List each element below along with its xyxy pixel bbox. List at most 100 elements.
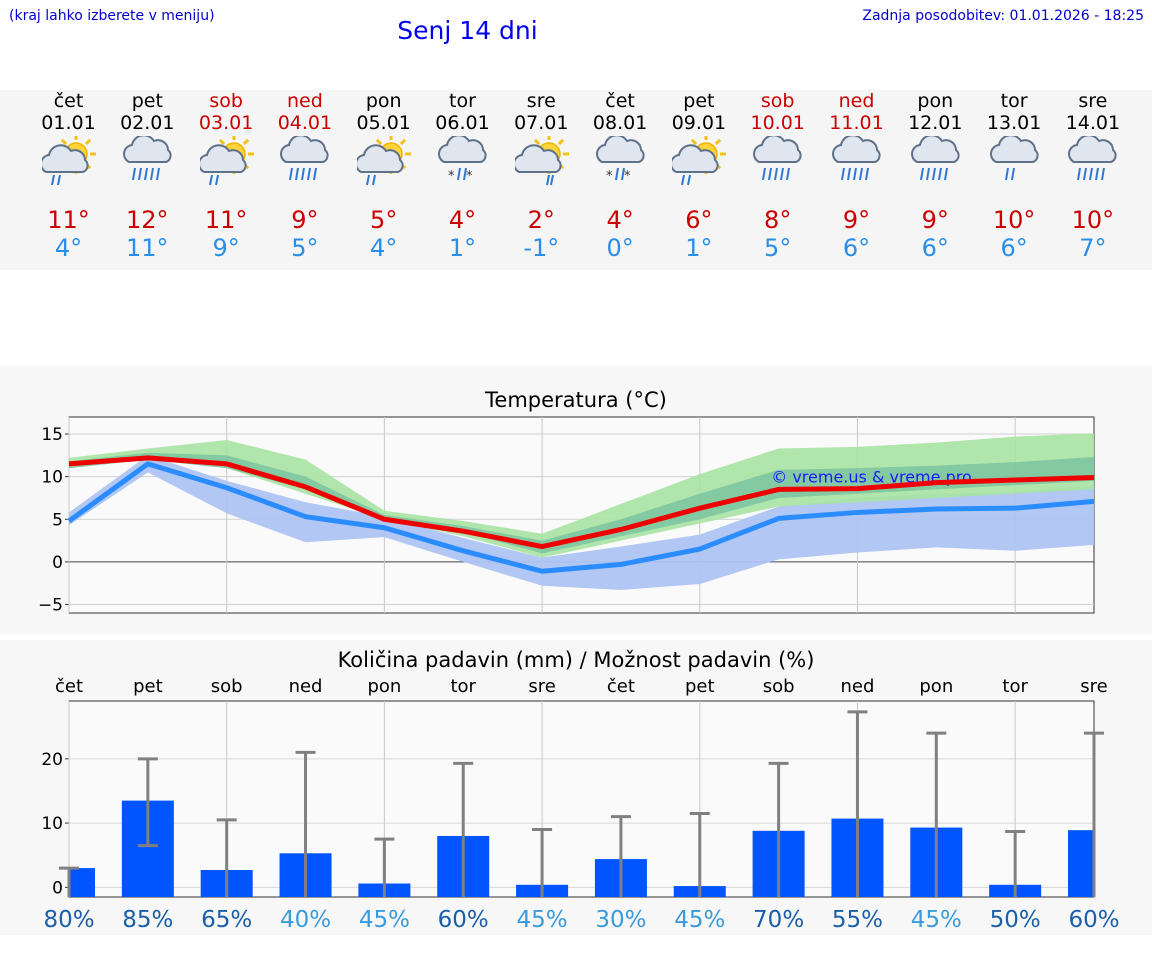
x-tick-label: ned xyxy=(841,676,875,697)
cloud-heavy-rain-icon xyxy=(738,134,817,212)
cloud-heavy-rain-icon xyxy=(817,134,896,212)
min-temp: 11° xyxy=(126,234,169,262)
precip-chance-label: 80% xyxy=(43,907,94,933)
min-temp: -1° xyxy=(523,234,560,262)
precip-chance-label: 45% xyxy=(517,907,568,933)
x-tick-label: pet xyxy=(133,676,163,697)
x-tick-label: čet xyxy=(55,676,83,697)
min-temp: 1° xyxy=(448,234,477,262)
x-tick-label: tor xyxy=(1002,676,1028,697)
max-temp: 9° xyxy=(842,206,871,234)
day-date: 13.01 xyxy=(986,112,1042,134)
day-column: ned 11.01 9° 6° xyxy=(817,90,896,262)
day-column: čet 01.01 11° 4° xyxy=(29,90,108,262)
day-column: sre 14.01 10° 7° xyxy=(1053,90,1132,262)
precip-chance-label: 40% xyxy=(280,907,331,933)
location-hint: (kraj lahko izberete v meniju) xyxy=(9,8,215,24)
last-updated: Zadnja posodobitev: 01.01.2026 - 18:25 xyxy=(862,8,1144,24)
day-name: sre xyxy=(1078,90,1108,112)
day-column: čet 08.01 * * 4° 0° xyxy=(581,90,660,262)
sun-cloud-rain-icon xyxy=(344,134,423,212)
max-temp: 11° xyxy=(47,206,90,234)
max-temp: 10° xyxy=(1071,206,1115,234)
y-tick-label: 0 xyxy=(52,878,63,898)
min-temp: 6° xyxy=(842,234,871,262)
precip-chance-label: 60% xyxy=(438,907,489,933)
day-date: 10.01 xyxy=(750,112,805,134)
y-tick-label: 5 xyxy=(52,510,63,530)
day-name: sob xyxy=(760,90,795,112)
precip-range-whisker xyxy=(926,731,947,897)
x-tick-label: sre xyxy=(528,676,555,697)
min-temp: 7° xyxy=(1079,234,1107,262)
forecast-strip xyxy=(0,90,1152,270)
precipitation-chart-title: Količina padavin (mm) / Možnost padavin … xyxy=(337,648,815,672)
y-tick-label: 0 xyxy=(52,553,63,573)
x-tick-label: sob xyxy=(763,676,795,697)
day-column: pon 12.01 9° 6° xyxy=(896,90,975,262)
sun-cloud-rain-icon xyxy=(29,134,108,212)
cloud-heavy-rain-icon xyxy=(265,134,344,212)
precip-chance-label: 50% xyxy=(990,907,1041,933)
x-tick-label: sob xyxy=(211,676,243,697)
min-temp: 4° xyxy=(370,234,398,262)
day-column: ned 04.01 9° 5° xyxy=(265,90,344,262)
x-tick-label: ned xyxy=(289,676,323,697)
precip-range-whisker xyxy=(295,750,316,897)
x-tick-label: čet xyxy=(607,676,635,697)
max-temp-inner-range xyxy=(69,452,1094,554)
precip-chance-label: 65% xyxy=(201,907,252,933)
day-column: tor 06.01 * * 4° 1° xyxy=(423,90,502,262)
day-name: pet xyxy=(131,90,163,112)
day-name: čet xyxy=(605,90,635,112)
cloud-heavy-rain-icon xyxy=(896,134,975,212)
day-date: 11.01 xyxy=(829,112,884,134)
precip-range-whisker xyxy=(847,710,868,897)
precip-range-whisker xyxy=(610,815,631,897)
day-column: pet 09.01 6° 1° xyxy=(659,90,738,262)
day-name: ned xyxy=(838,90,875,112)
precip-chance-label: 70% xyxy=(753,907,804,933)
max-temp: 9° xyxy=(291,206,319,234)
min-temp: 5° xyxy=(764,234,792,262)
svg-text:*: * xyxy=(448,169,455,184)
min-temp: 5° xyxy=(291,234,319,262)
sun-cloud-rain-icon xyxy=(659,134,738,212)
y-tick-label: 15 xyxy=(41,425,63,445)
day-name: čet xyxy=(53,90,84,112)
cloud-heavy-rain-icon xyxy=(1053,134,1132,212)
precip-range-whisker xyxy=(689,811,710,897)
y-tick-label: 10 xyxy=(41,468,63,488)
day-date: 06.01 xyxy=(435,112,490,134)
precip-range-whisker xyxy=(532,828,553,897)
day-date: 02.01 xyxy=(120,112,175,134)
precip-bar xyxy=(69,868,95,897)
cloud-heavy-rain-icon xyxy=(108,134,187,212)
max-temp-range xyxy=(69,433,1094,558)
day-column: sob 10.01 8° 5° xyxy=(738,90,817,262)
min-temp: 6° xyxy=(921,234,949,262)
svg-text:*: * xyxy=(466,169,473,184)
day-date: 12.01 xyxy=(908,112,963,134)
max-temp: 6° xyxy=(685,206,713,234)
x-tick-label: pon xyxy=(367,676,401,697)
precip-range-whisker xyxy=(453,761,474,897)
day-date: 08.01 xyxy=(592,112,648,134)
day-date: 05.01 xyxy=(356,112,411,134)
temperature-chart-title: Temperatura (°C) xyxy=(485,388,667,412)
day-column: pon 05.01 5° 4° xyxy=(344,90,423,262)
day-column: pet 02.01 12° 11° xyxy=(108,90,187,262)
day-name: pon xyxy=(365,90,402,112)
day-name: sob xyxy=(209,90,243,112)
min-temp: 0° xyxy=(606,234,634,262)
precip-range-whisker xyxy=(59,866,79,897)
precip-range-whisker xyxy=(1005,829,1026,897)
max-temp-line xyxy=(68,455,1095,550)
precip-chance-label: 30% xyxy=(595,907,646,933)
min-temp: 1° xyxy=(685,234,713,262)
day-name: tor xyxy=(449,90,476,112)
max-temp: 10° xyxy=(992,206,1036,234)
max-temp: 12° xyxy=(126,206,169,234)
page-title: Senj 14 dni xyxy=(397,16,538,45)
